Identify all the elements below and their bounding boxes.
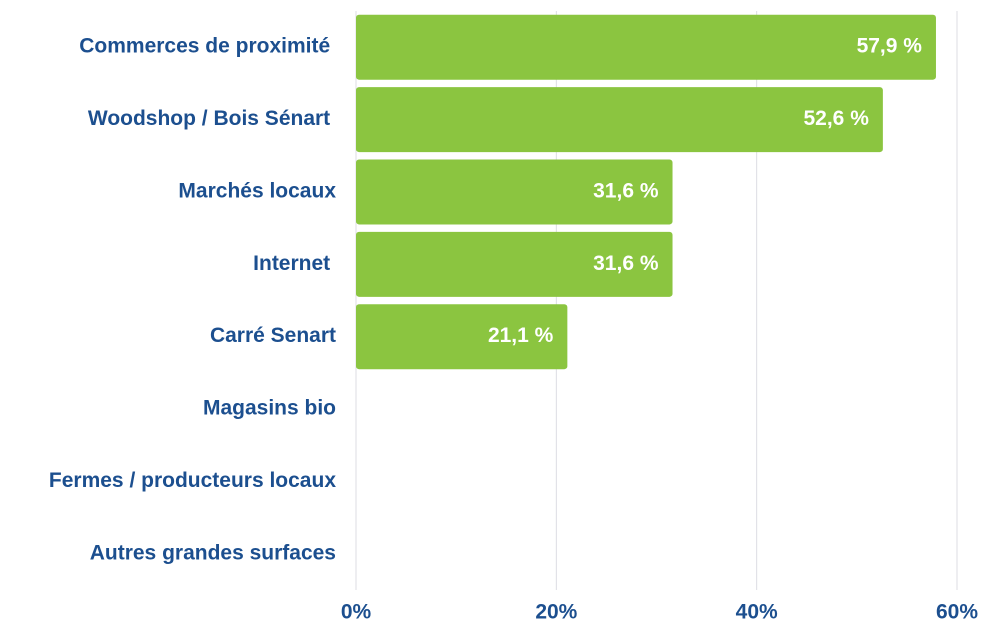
y-tick-label: Marchés locaux [178, 179, 336, 202]
bar [356, 159, 673, 225]
value-label: 21,1 % [488, 324, 554, 347]
bar [356, 87, 883, 153]
bar [356, 304, 568, 370]
y-tick-label: Woodshop / Bois Sénart [88, 107, 336, 130]
y-tick-label: Carré Senart [210, 324, 336, 347]
bar [356, 14, 936, 80]
y-tick-label: Commerces de proximité [79, 35, 336, 58]
x-tick-label: 60% [936, 601, 978, 624]
y-tick-label: Internet [253, 252, 336, 275]
value-label: 31,6 % [593, 252, 659, 275]
y-tick-label: Autres grandes surfaces [90, 541, 336, 564]
value-label: 57,9 % [857, 35, 923, 58]
x-tick-label: 40% [736, 601, 778, 624]
y-tick-label: Magasins bio [203, 397, 336, 420]
value-label: 52,6 % [803, 107, 869, 130]
y-tick-label: Fermes / producteurs locaux [49, 469, 336, 492]
x-tick-label: 20% [535, 601, 577, 624]
value-label: 31,6 % [593, 179, 659, 202]
x-tick-label: 0% [341, 601, 372, 624]
bar [356, 231, 673, 297]
